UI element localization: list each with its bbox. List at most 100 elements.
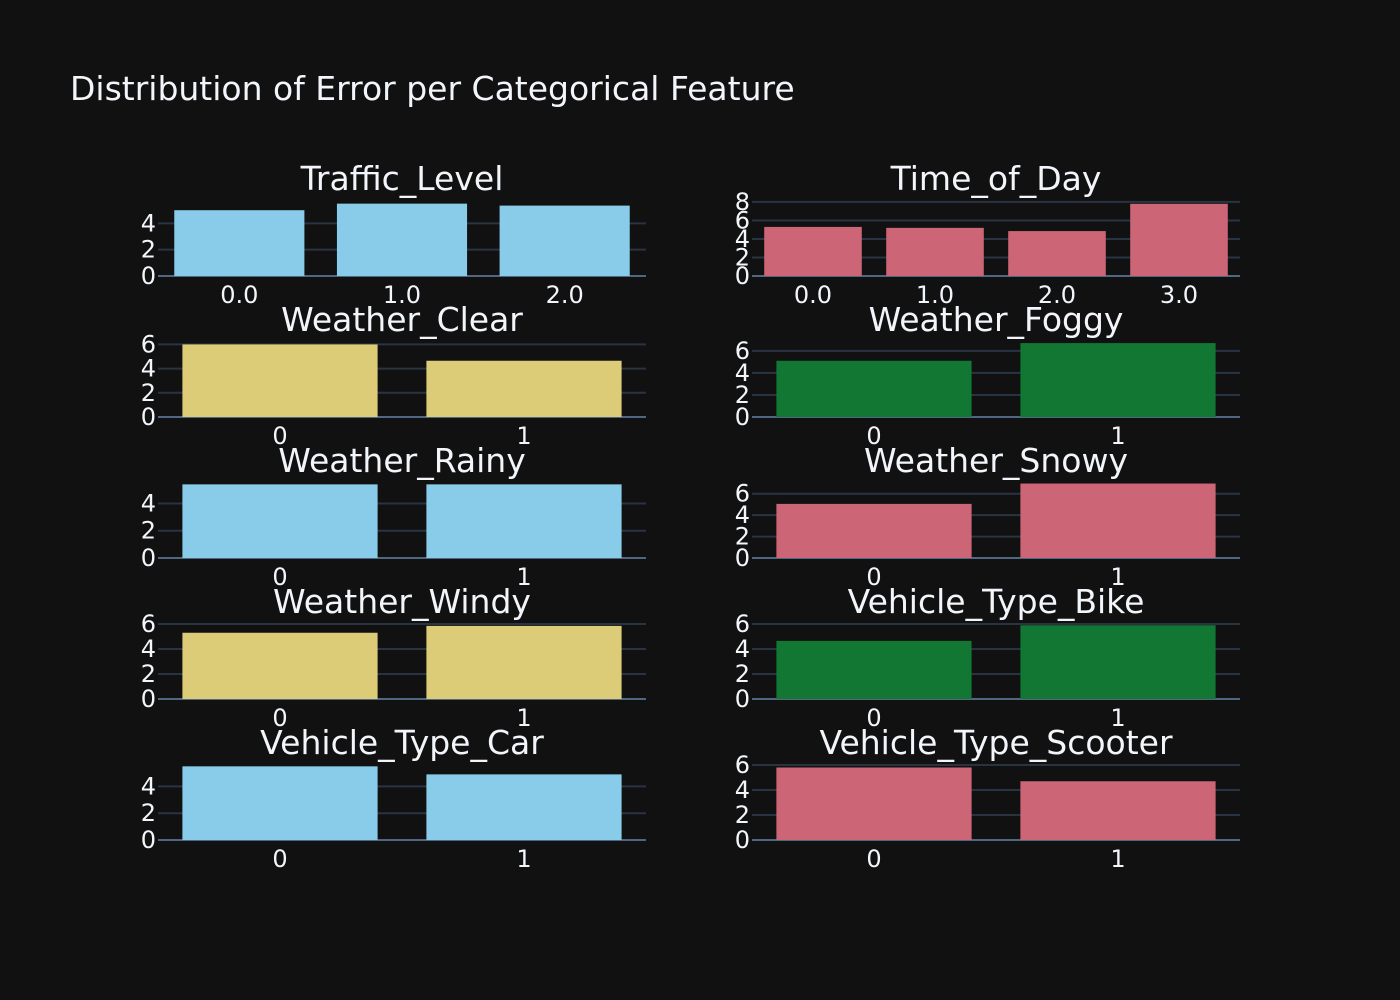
y-tick-label: 0 [735,826,750,854]
subplot-title: Weather_Rainy [278,441,525,480]
y-tick-label: 4 [735,359,750,387]
y-tick-label: 6 [141,330,156,358]
y-tick-label: 2 [735,801,750,829]
bar-weather-snowy-0 [776,503,972,558]
bar-traffic-level-0 [174,210,305,276]
x-tick-label: 1 [516,563,531,591]
x-tick-label: 0 [866,704,881,732]
bar-vehicle-type-car-0 [182,766,378,840]
x-tick-label: 0.0 [220,281,258,309]
y-tick-label: 4 [735,635,750,663]
x-tick-label: 1 [1110,845,1125,873]
bar-traffic-level-2 [499,205,630,276]
bar-vehicle-type-scooter-0 [776,767,972,840]
y-tick-label: 0 [735,403,750,431]
y-tick-label: 0 [141,826,156,854]
x-tick-label: 0 [272,704,287,732]
y-tick-label: 2 [735,660,750,688]
x-tick-label: 0 [272,845,287,873]
x-tick-label: 3.0 [1160,281,1198,309]
y-tick-label: 4 [141,635,156,663]
y-tick-label: 2 [141,660,156,688]
y-tick-label: 0 [141,685,156,713]
bar-weather-rainy-0 [182,484,378,558]
y-tick-label: 0 [735,544,750,572]
bar-weather-foggy-0 [776,360,972,417]
subplot-title: Vehicle_Type_Scooter [819,723,1173,762]
y-tick-label: 2 [141,379,156,407]
subplot-title: Weather_Windy [273,582,531,621]
x-tick-label: 1 [1110,422,1125,450]
bar-weather-clear-1 [426,360,622,417]
bar-time-of-day-3 [1130,203,1228,276]
x-tick-label: 1 [516,422,531,450]
y-tick-label: 0 [141,403,156,431]
subplot-traffic-level: 024 0.0 1.0 2.0 Traffic_Level [141,159,646,309]
y-tick-label: 8 [735,188,750,216]
y-tick-label: 2 [141,236,156,264]
y-tick-label: 6 [735,751,750,779]
y-tick-label: 6 [735,206,750,234]
x-tick-label: 1 [1110,704,1125,732]
x-tick-label: 1.0 [383,281,421,309]
y-tick-label: 2 [141,799,156,827]
y-tick-label: 0 [141,262,156,290]
bar-weather-clear-0 [182,344,378,417]
y-tick-label: 0 [735,262,750,290]
y-tick-label: 0 [735,685,750,713]
x-tick-label: 1.0 [916,281,954,309]
x-tick-label: 0 [272,422,287,450]
y-tick-label: 4 [141,209,156,237]
y-tick-label: 0 [141,544,156,572]
x-tick-label: 2.0 [1038,281,1076,309]
x-tick-label: 0 [272,563,287,591]
bar-weather-windy-1 [426,625,622,699]
bar-weather-rainy-1 [426,484,622,558]
bar-vehicle-type-bike-1 [1020,625,1216,699]
x-tick-label: 0.0 [794,281,832,309]
subplot-title: Weather_Foggy [869,300,1124,339]
subplot-title: Weather_Snowy [864,441,1128,480]
bar-vehicle-type-scooter-1 [1020,781,1216,840]
x-tick-label: 1 [1110,563,1125,591]
y-tick-label: 4 [735,501,750,529]
subplot-title: Vehicle_Type_Bike [848,582,1145,621]
y-tick-label: 2 [735,381,750,409]
y-tick-label: 2 [735,523,750,551]
bar-vehicle-type-bike-0 [776,640,972,699]
subplot-title: Traffic_Level [300,159,504,198]
y-tick-label: 6 [141,610,156,638]
x-tick-label: 0 [866,563,881,591]
bar-time-of-day-2 [1008,231,1106,276]
y-tick-label: 2 [141,517,156,545]
bar-weather-snowy-1 [1020,483,1216,558]
y-tick-label: 2 [735,243,750,271]
x-tick-label: 1 [516,845,531,873]
subplot-title: Weather_Clear [281,300,523,339]
x-tick-label: 1 [516,704,531,732]
y-tick-label: 4 [735,776,750,804]
bar-vehicle-type-car-1 [426,774,622,840]
y-tick-label: 6 [735,337,750,365]
subplot-title: Time_of_Day [890,159,1102,198]
bar-weather-windy-0 [182,632,378,699]
figure-title: Distribution of Error per Categorical Fe… [70,69,795,108]
y-tick-label: 4 [141,355,156,383]
bar-time-of-day-0 [764,226,862,276]
subplot-title: Vehicle_Type_Car [260,723,544,762]
bar-weather-foggy-1 [1020,343,1216,417]
y-tick-label: 4 [141,489,156,517]
y-tick-label: 6 [735,480,750,508]
x-tick-label: 0 [866,422,881,450]
